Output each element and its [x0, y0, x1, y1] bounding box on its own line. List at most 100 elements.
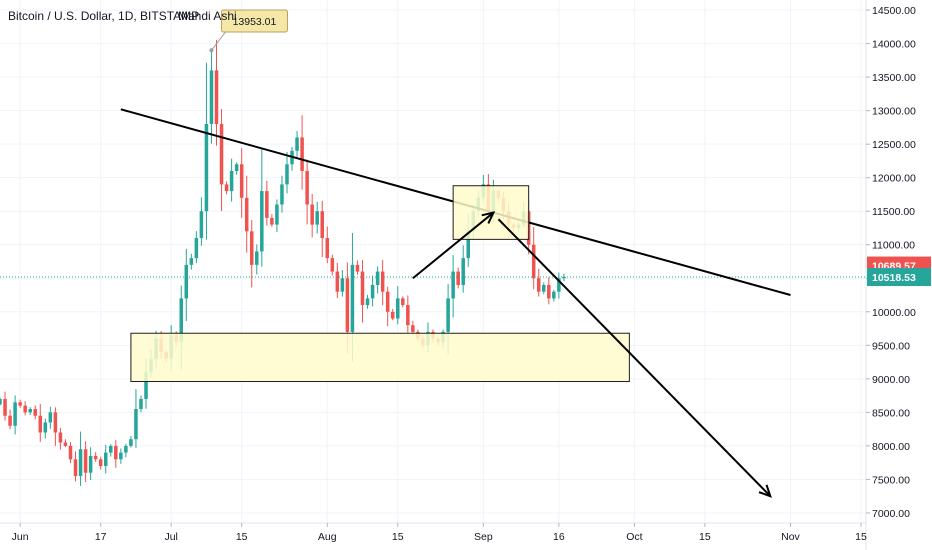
candle[interactable]	[43, 418, 48, 439]
candle[interactable]	[88, 447, 93, 481]
time-tick-label: 15	[699, 531, 711, 543]
candle[interactable]	[23, 401, 27, 416]
support-zone-box[interactable]	[130, 332, 630, 383]
candle[interactable]	[124, 443, 128, 458]
candle-body	[305, 170, 309, 205]
candle[interactable]	[260, 148, 264, 267]
candle-body	[310, 204, 314, 225]
candle[interactable]	[219, 108, 224, 212]
candle-body	[330, 258, 335, 272]
candle[interactable]	[355, 260, 360, 275]
price-tick-label: 13000.00	[872, 106, 916, 118]
target-zone-box[interactable]	[452, 185, 530, 240]
candle[interactable]	[83, 441, 88, 483]
candle[interactable]	[134, 389, 138, 448]
arrow[interactable]	[412, 211, 496, 280]
candle[interactable]	[295, 131, 299, 158]
drawings[interactable]	[120, 108, 791, 498]
candle[interactable]	[58, 428, 63, 450]
candle[interactable]	[547, 277, 551, 305]
candle[interactable]	[285, 151, 289, 194]
candle[interactable]	[375, 266, 380, 294]
candle[interactable]	[38, 403, 43, 442]
candle[interactable]	[209, 49, 214, 144]
price-tick-label: 10000.00	[872, 307, 916, 319]
candle[interactable]	[300, 115, 304, 190]
candle[interactable]	[270, 214, 274, 227]
candle[interactable]	[380, 260, 385, 306]
time-tick-label: Aug	[318, 531, 337, 543]
candle[interactable]	[33, 405, 38, 420]
candle[interactable]	[229, 158, 234, 202]
candle[interactable]	[320, 200, 324, 258]
candle[interactable]	[310, 193, 314, 238]
candle[interactable]	[68, 441, 73, 464]
candle[interactable]	[3, 391, 7, 421]
candle[interactable]	[93, 452, 98, 462]
candle[interactable]	[390, 308, 395, 321]
candle[interactable]	[360, 260, 365, 323]
candle[interactable]	[139, 395, 143, 413]
candle[interactable]	[28, 407, 32, 415]
candle[interactable]	[239, 148, 244, 218]
candle[interactable]	[562, 273, 566, 282]
candle[interactable]	[305, 159, 309, 225]
candle[interactable]	[265, 180, 269, 226]
candle[interactable]	[275, 199, 279, 232]
candle[interactable]	[411, 320, 415, 335]
candle[interactable]	[0, 397, 2, 406]
candle[interactable]	[204, 62, 209, 240]
candle-body	[109, 445, 113, 453]
candle-body	[562, 276, 566, 279]
candle[interactable]	[48, 406, 53, 429]
candle[interactable]	[114, 440, 118, 468]
candle[interactable]	[189, 253, 194, 270]
candle[interactable]	[53, 407, 58, 447]
candle[interactable]	[13, 395, 17, 435]
candle[interactable]	[325, 226, 330, 264]
candle[interactable]	[194, 231, 199, 264]
candle[interactable]	[8, 409, 12, 430]
candle[interactable]	[199, 197, 204, 246]
candle[interactable]	[542, 282, 546, 295]
candle[interactable]	[103, 444, 108, 474]
candle[interactable]	[214, 39, 219, 146]
candle[interactable]	[340, 270, 345, 297]
arrow[interactable]	[497, 218, 772, 498]
candle[interactable]	[119, 448, 123, 464]
candle-body	[345, 278, 350, 332]
candle[interactable]	[234, 162, 239, 175]
candle[interactable]	[335, 262, 340, 299]
candle-body	[58, 432, 63, 443]
candle[interactable]	[370, 275, 375, 307]
candle[interactable]	[244, 175, 249, 253]
candle[interactable]	[531, 227, 536, 290]
candle[interactable]	[129, 435, 133, 448]
candle[interactable]	[395, 286, 400, 325]
candle[interactable]	[461, 245, 465, 293]
candle[interactable]	[456, 267, 460, 289]
candle[interactable]	[249, 219, 254, 288]
candle[interactable]	[536, 268, 541, 297]
candle[interactable]	[109, 444, 113, 457]
candle[interactable]	[451, 255, 455, 318]
candle[interactable]	[552, 289, 556, 302]
time-axis[interactable]: Jun 17 Jul 15 Aug 15 Sep 16 Oct 15 Nov 15	[12, 523, 867, 543]
candle[interactable]	[224, 181, 229, 195]
candle[interactable]	[98, 456, 103, 470]
candle[interactable]	[330, 254, 335, 276]
candle[interactable]	[184, 248, 189, 321]
candle[interactable]	[365, 294, 370, 309]
candle[interactable]	[18, 399, 22, 408]
time-tick-label: 15	[855, 531, 867, 543]
candle[interactable]	[315, 201, 319, 234]
candle[interactable]	[78, 431, 83, 486]
candle[interactable]	[280, 175, 284, 213]
candle[interactable]	[255, 244, 259, 275]
candle[interactable]	[385, 286, 390, 327]
candle[interactable]	[406, 295, 410, 333]
candle[interactable]	[63, 439, 68, 448]
candle[interactable]	[401, 296, 405, 308]
candle[interactable]	[73, 451, 78, 482]
